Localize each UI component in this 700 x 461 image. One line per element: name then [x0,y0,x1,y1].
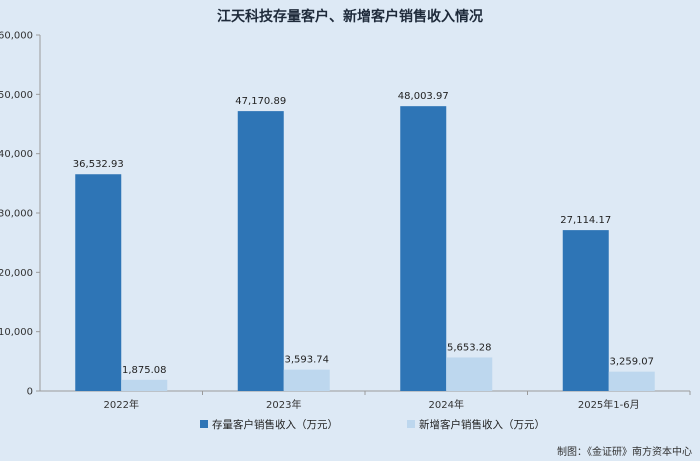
y-tick-label: 60,000 [0,31,33,42]
data-label: 3,593.74 [284,355,329,366]
legend-label: 存量客户销售收入（万元） [212,418,338,431]
legend-label: 新增客户销售收入（万元） [419,418,545,431]
data-label: 5,653.28 [447,342,492,353]
data-label: 27,114.17 [560,215,611,226]
bar-existing-customers [237,111,284,391]
bar-existing-customers [75,174,122,391]
bars: 36,532.93 1,875.08 47,170.89 3,593.74 48,003… [73,91,655,391]
bar-new-customers [446,357,493,391]
legend-swatch [407,420,415,428]
legend-swatch [200,420,208,428]
y-tick-label: 50,000 [0,90,33,101]
legend: 存量客户销售收入（万元） 新增客户销售收入（万元） [200,418,545,431]
y-tick-label: 10,000 [0,327,33,338]
bar-existing-customers [562,230,609,391]
credit-text: 制图：《金证研》南方资本中心 [557,445,692,458]
data-label: 36,532.93 [73,159,124,170]
y-axis: 0 10,000 20,000 30,000 40,000 50,000 60,000 [0,31,41,398]
chart-title: 江天科技存量客户、新增客户销售收入情况 [217,8,483,25]
bar-new-customers [283,369,330,391]
x-tick-label: 2023年 [266,398,301,411]
data-label: 3,259.07 [609,357,654,368]
x-tick-label: 2024年 [429,398,464,411]
x-tick-label: 2025年1-6月 [578,398,640,411]
y-tick-label: 20,000 [0,268,33,279]
y-tick-label: 40,000 [0,149,33,160]
x-tick-label: 2022年 [104,398,139,411]
data-label: 1,875.08 [122,365,167,376]
y-tick-label: 30,000 [0,209,33,220]
bar-existing-customers [400,106,447,391]
data-label: 47,170.89 [235,96,286,107]
data-label: 48,003.97 [398,91,449,102]
x-axis: 2022年 2023年 2024年 2025年1-6月 [40,390,691,411]
y-tick-label: 0 [27,387,33,398]
bar-new-customers [608,371,655,391]
bar-new-customers [121,379,168,391]
